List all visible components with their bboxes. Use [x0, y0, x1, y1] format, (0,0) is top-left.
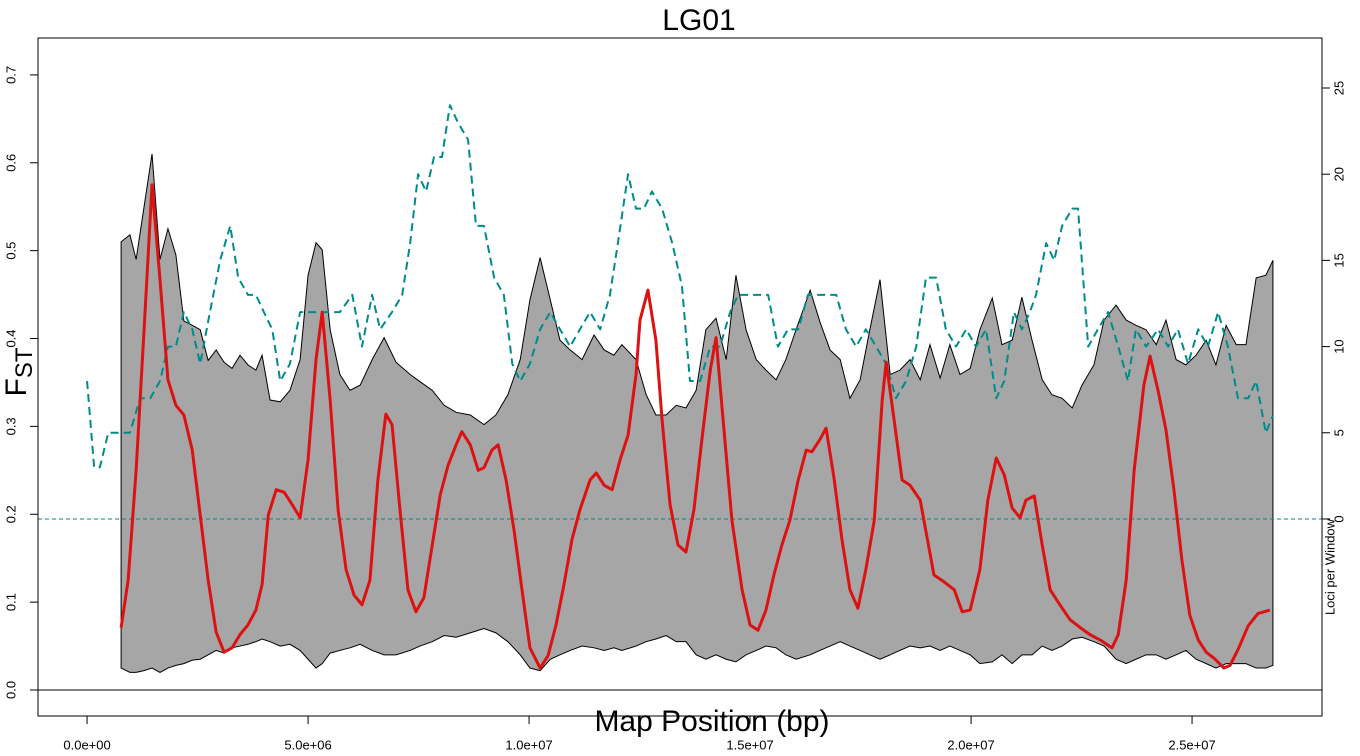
plot-frame [37, 37, 1323, 717]
x-tick-label: 0.0e+00 [63, 737, 110, 752]
y2-tick-label: 20 [1331, 167, 1346, 181]
y-tick-label: 0.4 [3, 329, 18, 347]
y2-tick-label: 0 [1331, 515, 1346, 522]
band [120, 153, 1274, 673]
series-line [86, 104, 1274, 469]
chart-title: LG01 [662, 4, 735, 37]
y-tick-label: 0.0 [3, 681, 18, 699]
series-line [119, 183, 1271, 670]
x-tick-label: 2.5e+07 [1168, 737, 1215, 752]
y-axis-label-main: F [0, 378, 33, 396]
y-axis-label: FST [0, 347, 38, 396]
x-tick-label: 1.0e+07 [505, 737, 552, 752]
y2-axis-label: Loci per Window [1322, 518, 1337, 615]
plot-area [38, 104, 1322, 691]
y-tick-label: 0.7 [3, 66, 18, 84]
y2-tick-label: 5 [1331, 429, 1346, 436]
y-tick-label: 0.2 [3, 505, 18, 523]
y2-tick-label: 25 [1331, 81, 1346, 95]
x-tick-label: 1.5e+07 [726, 737, 773, 752]
y-tick-label: 0.5 [3, 242, 18, 260]
x-tick-label: 2.0e+07 [947, 737, 994, 752]
y-axis-label-sub: ST [11, 347, 38, 378]
y2-tick-label: 10 [1331, 339, 1346, 353]
x-axis-label: Map Position (bp) [594, 705, 829, 738]
x-tick-label: 5.0e+06 [284, 737, 331, 752]
y2-tick-label: 15 [1331, 253, 1346, 267]
y-tick-label: 0.1 [3, 593, 18, 611]
y-tick-label: 0.3 [3, 417, 18, 435]
y-tick-label: 0.6 [3, 154, 18, 172]
